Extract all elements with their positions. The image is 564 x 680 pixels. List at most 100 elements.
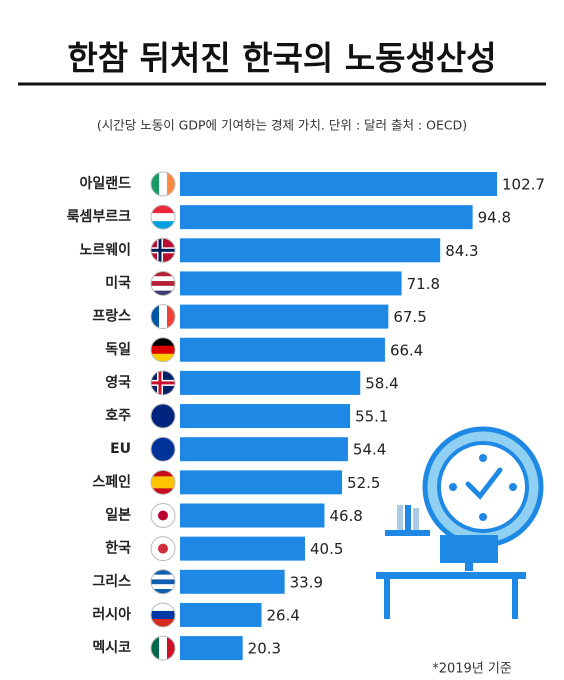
flag bbox=[151, 172, 175, 196]
bar bbox=[180, 569, 285, 594]
shelf bbox=[385, 530, 430, 536]
category-label: 영국 bbox=[105, 374, 131, 391]
flag-stripe bbox=[167, 636, 175, 661]
value-label: 33.9 bbox=[290, 573, 323, 591]
flag-stripe bbox=[159, 304, 168, 329]
category-label: 노르웨이 bbox=[79, 241, 131, 258]
flag-dot bbox=[158, 543, 168, 554]
value-label: 55.1 bbox=[355, 408, 388, 426]
flag bbox=[151, 238, 175, 263]
category-label: 한국 bbox=[105, 541, 131, 557]
category-label: 멕시코 bbox=[92, 639, 131, 656]
flag-border bbox=[150, 569, 176, 595]
flag-border bbox=[150, 436, 176, 462]
flag-dot bbox=[158, 510, 168, 521]
flag bbox=[151, 437, 175, 462]
flag-stripe bbox=[151, 574, 175, 580]
flag bbox=[151, 636, 175, 661]
bar bbox=[180, 172, 497, 196]
flag-border bbox=[150, 469, 176, 495]
bar bbox=[180, 370, 361, 395]
value-label: 40.5 bbox=[310, 540, 343, 558]
flag-border bbox=[150, 635, 176, 661]
category-label: 프랑스 bbox=[92, 309, 131, 325]
flag-border bbox=[150, 204, 176, 230]
flag-stripe bbox=[151, 618, 175, 627]
flag-stripe bbox=[151, 285, 175, 292]
value-label: 66.4 bbox=[390, 341, 423, 359]
book bbox=[405, 505, 411, 530]
flag-stripe bbox=[151, 437, 175, 462]
category-label: 일본 bbox=[105, 508, 131, 524]
flag bbox=[151, 569, 175, 594]
desk-leg bbox=[512, 579, 518, 619]
clock-hands bbox=[465, 467, 503, 500]
flag-stripe bbox=[151, 589, 175, 594]
flag bbox=[151, 205, 175, 230]
bar bbox=[180, 636, 243, 661]
bar bbox=[180, 337, 385, 362]
flag-stripe bbox=[151, 304, 160, 329]
value-label: 67.5 bbox=[393, 308, 426, 326]
flag-stripe bbox=[151, 337, 175, 347]
flag bbox=[151, 304, 175, 329]
flag-stripe bbox=[151, 602, 175, 612]
flag-stripe bbox=[151, 476, 175, 483]
clock-mark bbox=[479, 454, 487, 462]
flag-stripe bbox=[151, 205, 175, 214]
bar bbox=[180, 205, 473, 230]
flag-stripe bbox=[151, 482, 175, 489]
value-label: 26.4 bbox=[266, 606, 299, 624]
value-label: 52.5 bbox=[347, 474, 380, 492]
flag bbox=[151, 337, 175, 362]
clock-face bbox=[437, 441, 529, 533]
value-label: 84.3 bbox=[445, 242, 478, 260]
flag-border bbox=[150, 536, 176, 562]
bar bbox=[180, 404, 351, 429]
category-label: 미국 bbox=[105, 275, 131, 291]
flag-stripe bbox=[151, 172, 160, 196]
illustration bbox=[376, 426, 544, 619]
clock-mark bbox=[479, 513, 487, 521]
bar bbox=[180, 503, 325, 528]
footnote: *2019년 기준 bbox=[432, 662, 512, 677]
flag-stripe bbox=[151, 470, 175, 477]
bar bbox=[180, 536, 306, 561]
category-label: 아일랜드 bbox=[79, 175, 131, 192]
flag-stripe bbox=[151, 271, 175, 277]
value-label: 58.4 bbox=[365, 374, 398, 392]
flag-border bbox=[150, 602, 176, 628]
bar bbox=[180, 271, 402, 296]
category-label: 룩셈부르크 bbox=[67, 208, 132, 225]
clock-mark bbox=[449, 483, 457, 491]
flag bbox=[151, 536, 175, 561]
flag-stripe bbox=[159, 636, 168, 661]
flag-stripe bbox=[151, 281, 175, 287]
flag-border bbox=[150, 270, 176, 296]
flag-stripe bbox=[159, 172, 168, 196]
book bbox=[413, 508, 419, 530]
category-label: 러시아 bbox=[92, 606, 131, 623]
bar bbox=[180, 437, 348, 462]
chart-subtitle: (시간당 노동이 GDP에 기여하는 경제 가치. 단위 : 달러 출처 : O… bbox=[97, 118, 467, 133]
desk-leg bbox=[384, 579, 390, 619]
flag-border bbox=[150, 337, 176, 363]
value-label: 54.4 bbox=[353, 441, 386, 459]
flag-stripe bbox=[151, 221, 175, 230]
flag-stripe bbox=[151, 636, 160, 661]
flag-stripe bbox=[151, 610, 175, 620]
flag-stripe bbox=[151, 569, 175, 576]
bar bbox=[180, 470, 343, 495]
value-label: 71.8 bbox=[407, 275, 440, 293]
category-label: 독일 bbox=[105, 342, 131, 358]
flag bbox=[151, 503, 175, 528]
category-label: EU bbox=[110, 441, 131, 457]
monitor-stand bbox=[465, 563, 473, 571]
value-label: 94.8 bbox=[478, 209, 511, 227]
category-label: 스페인 bbox=[92, 473, 131, 490]
flag-cross bbox=[151, 248, 175, 252]
clock-mark bbox=[509, 483, 517, 491]
flag-stripe bbox=[151, 579, 175, 585]
flag-stripe bbox=[167, 172, 175, 196]
category-label: 그리스 bbox=[92, 574, 131, 590]
